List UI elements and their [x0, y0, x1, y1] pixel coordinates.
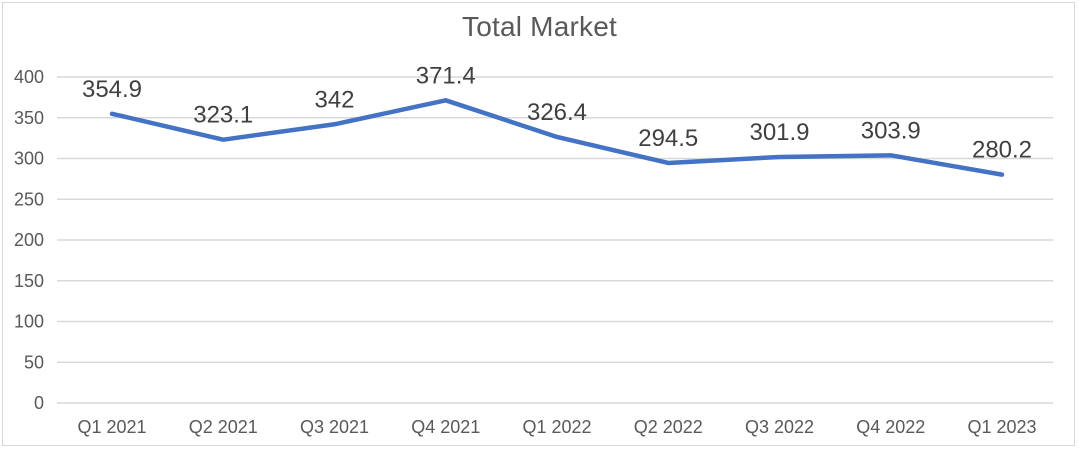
- y-axis-tick-label: 300: [14, 149, 44, 169]
- data-label: 303.9: [861, 117, 921, 144]
- data-label: 342: [314, 86, 354, 113]
- data-label: 280.2: [972, 137, 1032, 164]
- y-axis-tick-label: 250: [14, 189, 44, 209]
- data-label: 326.4: [527, 99, 587, 126]
- x-axis-tick-label: Q2 2022: [634, 417, 703, 437]
- y-axis-tick-label: 150: [14, 271, 44, 291]
- series-line-total-market: [109, 98, 1005, 177]
- x-axis-tick-label: Q2 2021: [189, 417, 258, 437]
- chart-title: Total Market: [462, 11, 617, 42]
- x-axis-tick-label: Q4 2021: [411, 417, 480, 437]
- x-axis-tick-label: Q1 2023: [967, 417, 1036, 437]
- data-label: 371.4: [416, 62, 476, 89]
- y-axis-tick-label: 400: [14, 67, 44, 87]
- data-label: 323.1: [193, 102, 253, 129]
- y-axis-tick-label: 100: [14, 312, 44, 332]
- y-axis-tick-label: 0: [34, 393, 44, 413]
- data-label: 294.5: [638, 125, 698, 152]
- data-label: 354.9: [82, 76, 142, 103]
- x-axis-tick-label: Q1 2021: [77, 417, 146, 437]
- x-axis-tick-label: Q3 2022: [745, 417, 814, 437]
- y-axis-tick-label: 350: [14, 108, 44, 128]
- x-axis-tick-label: Q4 2022: [856, 417, 925, 437]
- y-axis-tick-label: 200: [14, 230, 44, 250]
- x-axis-tick-label: Q3 2021: [300, 417, 369, 437]
- y-axis-tick-label: 50: [24, 352, 44, 372]
- data-label: 301.9: [749, 119, 809, 146]
- x-axis-tick-label: Q1 2022: [522, 417, 591, 437]
